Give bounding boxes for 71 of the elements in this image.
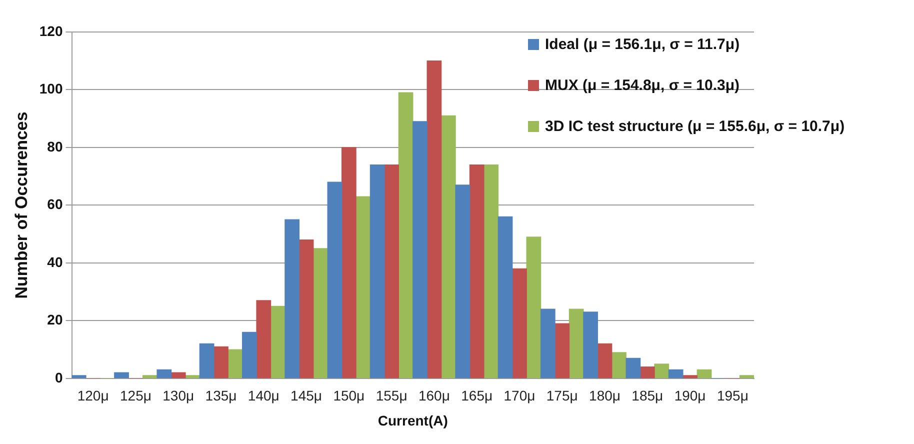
- bar: [526, 236, 542, 378]
- bar: [199, 343, 214, 378]
- bar: [498, 216, 513, 378]
- bar: [512, 268, 527, 378]
- y-tick-label: 40: [47, 254, 63, 270]
- bar: [284, 219, 300, 378]
- bar: [384, 164, 399, 378]
- bar: [568, 308, 584, 378]
- bar: [640, 366, 655, 378]
- x-tick-label: 130μ: [162, 388, 194, 404]
- bar: [356, 196, 371, 378]
- y-tick-label: 120: [39, 22, 63, 39]
- x-tick-label: 165μ: [461, 388, 493, 404]
- y-tick-label: 60: [47, 196, 63, 212]
- bar: [142, 375, 158, 378]
- bar: [654, 364, 670, 378]
- x-tick-label: 150μ: [333, 388, 365, 404]
- bar: [682, 375, 698, 378]
- y-tick-label: 100: [39, 80, 63, 97]
- bar: [114, 372, 129, 378]
- y-tick-label: 20: [47, 312, 63, 328]
- bar: [455, 184, 470, 378]
- bar: [156, 369, 172, 378]
- bar: [341, 147, 356, 378]
- bar: [426, 60, 442, 378]
- bar: [370, 164, 385, 378]
- bar: [214, 346, 228, 378]
- bar: [739, 375, 754, 378]
- bar: [170, 372, 186, 378]
- x-tick-label: 140μ: [248, 388, 280, 404]
- bar: [256, 300, 272, 378]
- bar: [554, 323, 570, 378]
- legend-label: MUX (μ = 154.8μ, σ = 10.3μ): [545, 77, 740, 94]
- bar: [327, 182, 342, 378]
- y-tick-label: 80: [47, 138, 63, 154]
- x-tick-label: 145μ: [290, 388, 322, 404]
- bar: [597, 343, 612, 378]
- bar: [626, 358, 641, 378]
- x-tick-label: 175μ: [546, 388, 578, 404]
- bar: [185, 375, 200, 378]
- x-tick-label: 170μ: [504, 388, 536, 404]
- bar: [484, 164, 498, 378]
- bar: [540, 308, 556, 378]
- bar: [583, 312, 598, 378]
- x-tick-label: 195μ: [716, 388, 748, 404]
- x-tick-label: 155μ: [376, 388, 408, 404]
- bar: [313, 248, 328, 378]
- bar: [228, 349, 243, 378]
- x-tick-label: 120μ: [77, 388, 109, 404]
- x-tick-label: 125μ: [120, 388, 152, 404]
- bar: [440, 115, 456, 378]
- bar: [412, 121, 428, 378]
- bar: [398, 92, 414, 378]
- x-tick-label: 180μ: [589, 388, 620, 404]
- x-tick-label: 160μ: [418, 388, 450, 404]
- legend-label: Ideal (μ = 156.1μ, σ = 11.7μ): [545, 36, 740, 53]
- x-tick-label: 135μ: [205, 388, 237, 404]
- bar: [242, 332, 257, 378]
- bar: [668, 369, 684, 378]
- bar: [298, 240, 314, 378]
- bar: [72, 375, 86, 378]
- bar: [469, 164, 484, 378]
- bar: [696, 369, 712, 378]
- y-tick-label: 0: [54, 369, 63, 386]
- x-tick-label: 185μ: [632, 388, 664, 404]
- bar: [612, 352, 626, 378]
- y-axis-title: Number of Occurences: [12, 112, 31, 299]
- x-axis-title: Current(A): [378, 412, 448, 428]
- legend-label: 3D IC test structure (μ = 155.6μ, σ = 10.7μ): [545, 118, 845, 135]
- bar: [270, 306, 286, 378]
- x-tick-label: 190μ: [674, 388, 706, 404]
